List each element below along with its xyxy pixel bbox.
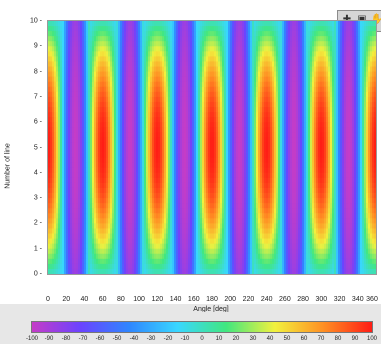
- heatmap-cell: [374, 77, 376, 82]
- heatmap-cell: [374, 112, 376, 117]
- heatmap-cell: [374, 92, 376, 97]
- heatmap-cell: [374, 72, 376, 77]
- heatmap-cell: [374, 67, 376, 72]
- heatmap-cell: [374, 142, 376, 147]
- heatmap-cell: [374, 153, 376, 158]
- heatmap-cell: [374, 51, 376, 56]
- heatmap-cell: [374, 82, 376, 87]
- heatmap-cell: [374, 168, 376, 173]
- heatmap-cell: [374, 26, 376, 31]
- heatmap-cell: [374, 132, 376, 137]
- heatmap-cell: [374, 56, 376, 61]
- heatmap-cell: [374, 163, 376, 168]
- heatmap-cell: [374, 137, 376, 142]
- heatmap-cell: [374, 41, 376, 46]
- heatmap-cell: [374, 158, 376, 163]
- heatmap-cell: [374, 107, 376, 112]
- heatmap-cell: [374, 127, 376, 132]
- heatmap-cell: [374, 148, 376, 153]
- heatmap-cell: [374, 87, 376, 92]
- heatmap-cell: [374, 46, 376, 51]
- heatmap-cell: [374, 61, 376, 66]
- heatmap-cell: [374, 122, 376, 127]
- heatmap-cell: [374, 117, 376, 122]
- heatmap-cell: [374, 31, 376, 36]
- heatmap-cell: [374, 21, 376, 26]
- heatmap-cell: [374, 36, 376, 41]
- heatmap-cell: [374, 97, 376, 102]
- heatmap-cell: [374, 102, 376, 107]
- heatmap-svg: [48, 21, 376, 274]
- heatmap-area: [47, 20, 377, 275]
